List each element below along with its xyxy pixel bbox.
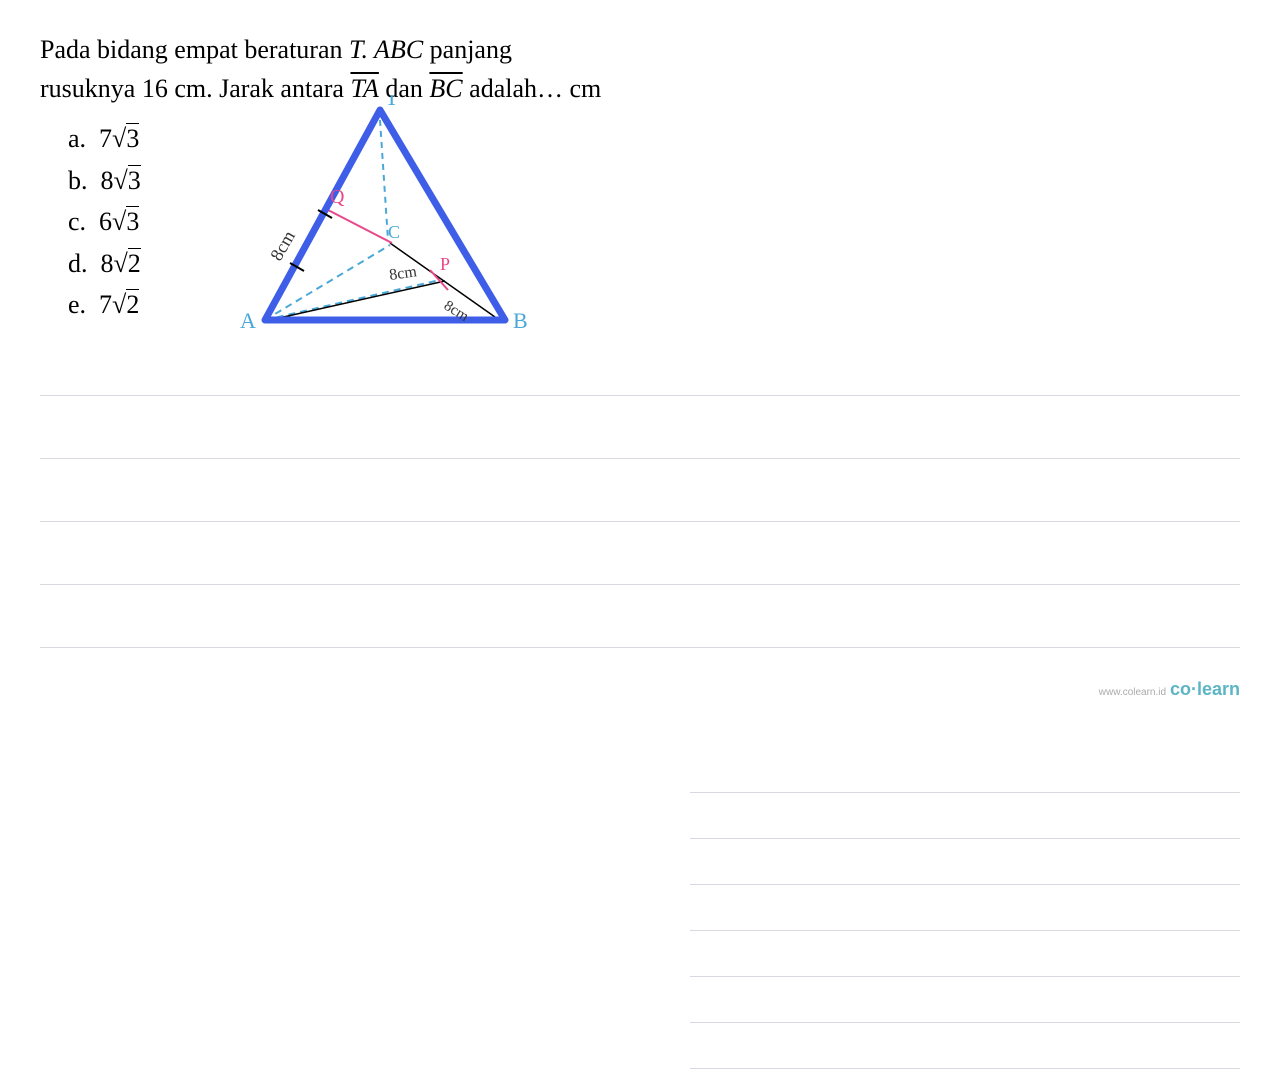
vertex-q-label: Q: [330, 186, 345, 208]
label-8cm-mid: 8cm: [388, 263, 418, 284]
option-b-sqrt: √: [114, 166, 128, 195]
vertex-p-label: P: [440, 254, 450, 274]
option-b-rad: 3: [128, 165, 141, 195]
vertex-t-label: T: [385, 95, 399, 110]
q-line1-italic: T. ABC: [349, 35, 423, 64]
option-d-coef: 8: [101, 249, 114, 278]
vertex-c-label: C: [388, 222, 400, 242]
option-c-coef: 6: [99, 207, 112, 236]
ruled-line: [40, 647, 1240, 648]
option-e-label: e.: [68, 290, 86, 319]
ruled-line: [40, 521, 1240, 522]
option-a-sqrt: √: [112, 124, 126, 153]
label-8cm-left: 8cm: [266, 227, 299, 264]
option-c-label: c.: [68, 207, 86, 236]
ruled-line: [40, 584, 1240, 585]
footer-learn: learn: [1197, 679, 1240, 699]
footer-co: co: [1170, 679, 1191, 699]
geometry-diagram: T A B C Q P 8cm 8cm 8cm: [220, 95, 540, 355]
option-a-rad: 3: [126, 123, 139, 153]
option-e-sqrt: √: [112, 290, 126, 319]
option-d-rad: 2: [128, 248, 141, 278]
option-e-rad: 2: [126, 289, 139, 319]
option-a-coef: 7: [99, 124, 112, 153]
vertex-b-label: B: [513, 308, 528, 333]
option-c-sqrt: √: [112, 207, 126, 236]
option-d-sqrt: √: [114, 249, 128, 278]
vertex-a-label: A: [240, 308, 256, 333]
q-line: [328, 210, 392, 243]
option-e-coef: 7: [99, 290, 112, 319]
footer-brand: www.colearn.id co·learn: [1099, 679, 1240, 700]
ruled-line: [40, 395, 1240, 396]
ruled-line-short: [40, 584, 180, 585]
option-d-label: d.: [68, 249, 88, 278]
dashed-line-ap: [265, 280, 440, 320]
option-a-label: a.: [68, 124, 86, 153]
ruled-line: [40, 458, 1240, 459]
option-b-label: b.: [68, 166, 88, 195]
q-line1-part2: panjang: [423, 35, 512, 64]
q-line1-part1: Pada bidang empat beraturan: [40, 35, 349, 64]
option-c-rad: 3: [126, 206, 139, 236]
main-triangle: [265, 110, 505, 320]
footer-url: www.colearn.id: [1099, 687, 1166, 698]
option-b-coef: 8: [101, 166, 114, 195]
dashed-line-tc: [380, 120, 388, 240]
